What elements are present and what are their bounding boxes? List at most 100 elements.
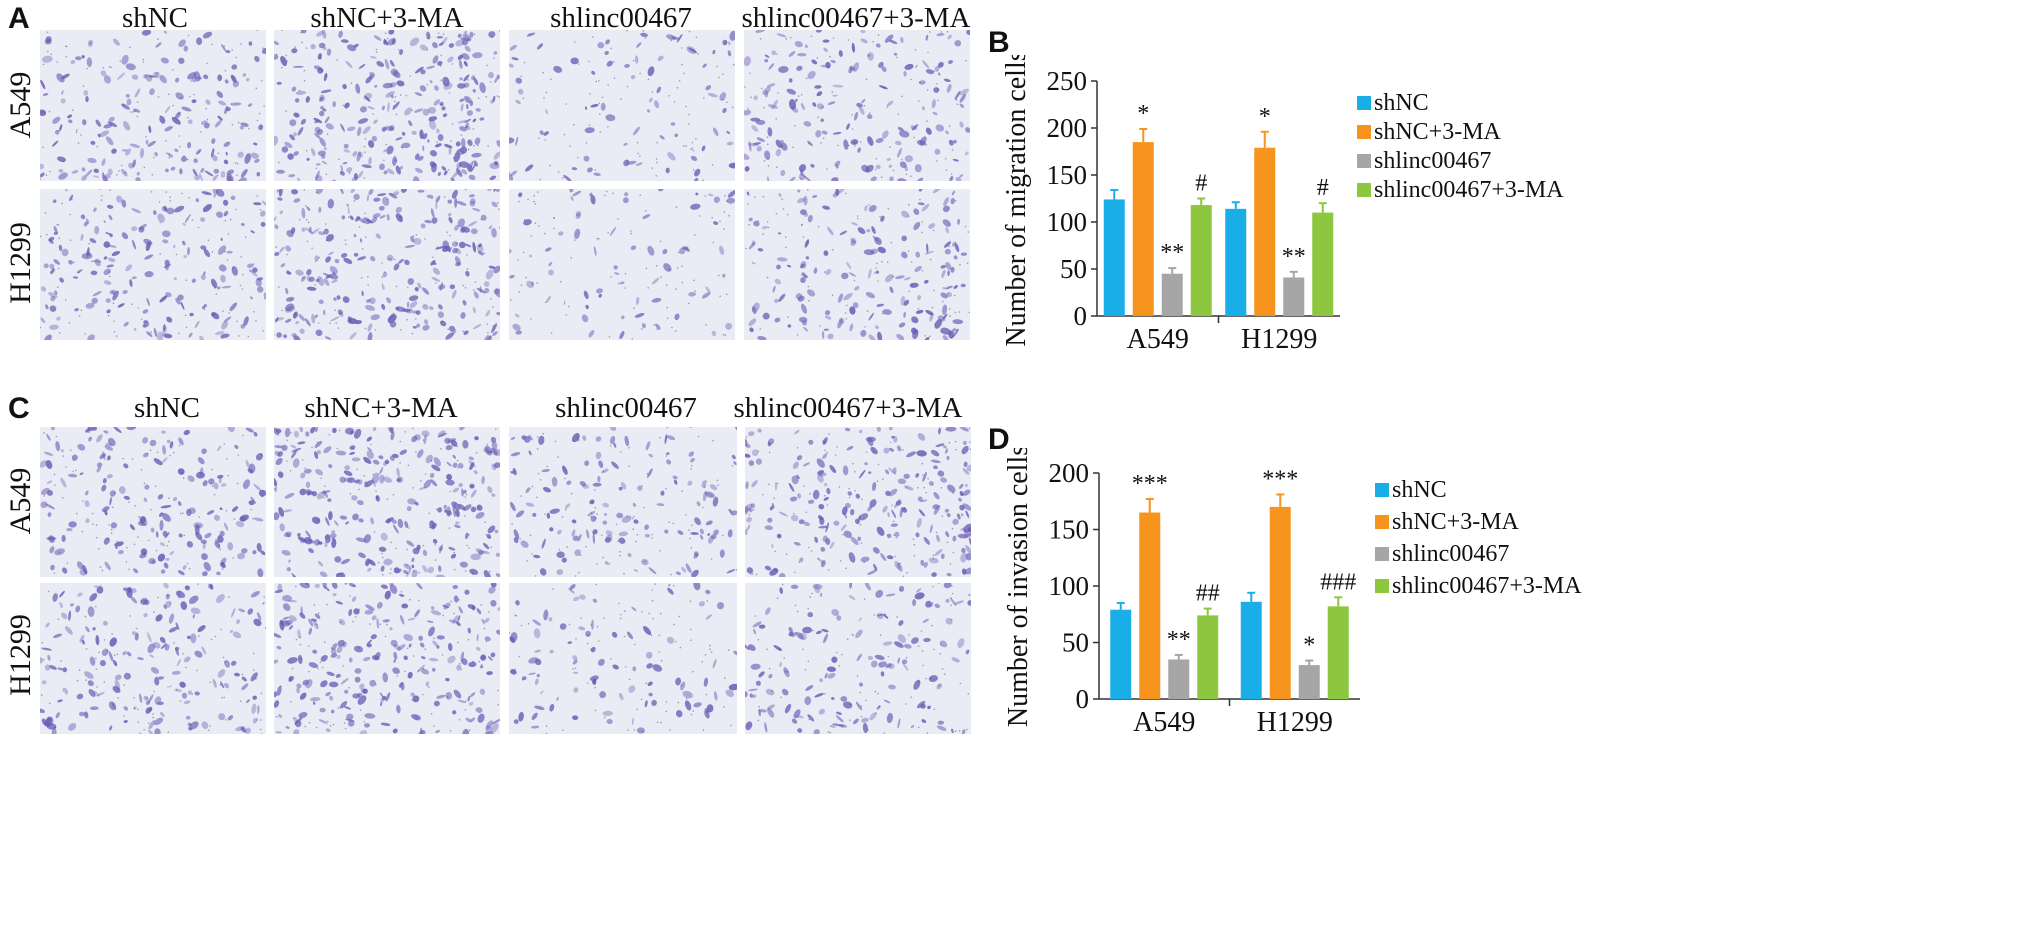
panel-c-row-a549: A549 <box>4 467 37 535</box>
significance-mark: # <box>1317 175 1329 201</box>
micrograph-a-a549-shnc <box>40 30 266 181</box>
invasion-chart-svg: 0 50 100 150 200 Number of invasion cells A549… <box>1003 445 1582 738</box>
micrograph-texture <box>40 189 266 340</box>
legend-swatch <box>1375 515 1389 529</box>
y-axis-label: Number of invasion cells <box>1003 448 1034 727</box>
micrograph-c-h1299-shlinc00467 <box>509 583 737 734</box>
bar <box>1168 659 1190 699</box>
y-tick-label: 150 <box>1047 160 1088 190</box>
x-tick-label: H1299 <box>1241 324 1317 355</box>
significance-mark: # <box>1195 171 1207 197</box>
micrograph-a-h1299-shnc <box>40 189 266 340</box>
x-tick-label: A549 <box>1133 707 1195 738</box>
panel-a-column-shlinc00467-3ma: shlinc00467+3-MA <box>741 2 971 34</box>
bar <box>1254 147 1276 316</box>
micrograph-a-h1299-shnc-3ma <box>274 189 500 340</box>
significance-mark: *** <box>1132 471 1168 497</box>
micrograph-texture <box>274 30 500 181</box>
panel-c-column-shlinc00467: shlinc00467 <box>555 392 697 424</box>
micrograph-a-h1299-shlinc00467 <box>509 189 735 340</box>
panel-label-a: A <box>8 2 30 35</box>
bar <box>1312 212 1334 316</box>
micrograph-texture <box>274 427 500 577</box>
panel-a-column-shnc-3ma: shNC+3-MA <box>310 2 464 34</box>
bar <box>1139 512 1161 699</box>
micrograph-texture <box>40 30 266 181</box>
micrograph-texture <box>509 30 735 181</box>
significance-mark: ** <box>1160 240 1184 266</box>
y-tick-label: 0 <box>1074 301 1088 331</box>
significance-mark: * <box>1259 104 1271 130</box>
micrograph-texture <box>40 427 266 577</box>
y-tick-label: 50 <box>1062 628 1089 658</box>
x-tick-label: A549 <box>1127 324 1189 355</box>
micrograph-c-a549-shnc-3ma <box>274 427 500 577</box>
legend-swatch <box>1375 579 1389 593</box>
panel-c-column-shnc-3ma: shNC+3-MA <box>304 392 458 424</box>
migration-chart-svg: 0 50 100 150 200 250 Number of migration cells… <box>1001 50 1564 355</box>
y-axis-label: Number of migration cells <box>1001 55 1032 347</box>
micrograph-c-a549-shnc <box>40 427 266 577</box>
legend-label: shNC+3-MA <box>1374 119 1502 145</box>
legend-swatch <box>1375 547 1389 561</box>
y-tick-label: 250 <box>1047 66 1088 96</box>
significance-mark: ** <box>1167 627 1191 653</box>
bar <box>1161 273 1183 316</box>
legend-label: shNC+3-MA <box>1392 509 1520 535</box>
panel-a-row-a549: A549 <box>4 71 37 139</box>
significance-mark: ** <box>1282 244 1306 270</box>
legend-swatch <box>1357 125 1371 139</box>
panel-label-d: D <box>988 423 1010 456</box>
y-tick-label: 50 <box>1060 254 1087 284</box>
panel-c-column-shnc: shNC <box>133 392 201 424</box>
significance-mark: * <box>1303 633 1315 659</box>
micrograph-texture <box>509 427 737 577</box>
legend-label: shlinc00467 <box>1392 541 1509 567</box>
micrograph-c-a549-shlinc00467-3ma <box>745 427 971 577</box>
migration-bar-chart: 0 50 100 150 200 250 Number of migration cells… <box>995 50 1585 355</box>
bar <box>1298 665 1320 699</box>
legend-label: shNC <box>1392 477 1447 503</box>
bar <box>1283 277 1305 316</box>
micrograph-texture <box>745 583 971 734</box>
micrograph-texture <box>744 189 970 340</box>
micrograph-a-a549-shlinc00467-3ma <box>744 30 970 181</box>
micrograph-texture <box>509 583 737 734</box>
micrograph-texture <box>274 583 500 734</box>
bar <box>1197 615 1219 699</box>
panel-c-column-shlinc00467-3ma: shlinc00467+3-MA <box>733 392 963 424</box>
invasion-bar-chart: 0 50 100 150 200 Number of invasion cells A549… <box>995 445 1590 748</box>
micrograph-c-h1299-shnc <box>40 583 266 734</box>
micrograph-a-a549-shnc-3ma <box>274 30 500 181</box>
legend-label: shlinc00467+3-MA <box>1374 177 1564 203</box>
legend-label: shlinc00467 <box>1374 148 1491 174</box>
micrograph-texture <box>509 189 735 340</box>
legend-swatch <box>1357 154 1371 168</box>
panel-label-c: C <box>8 392 30 425</box>
panel-a-column-shlinc00467: shlinc00467 <box>550 2 692 34</box>
x-tick-label: H1299 <box>1257 707 1333 738</box>
micrograph-c-h1299-shlinc00467-3ma <box>745 583 971 734</box>
bar <box>1225 208 1247 316</box>
panel-a-row-h1299: H1299 <box>4 222 37 304</box>
bar <box>1103 199 1125 316</box>
bar <box>1132 142 1154 316</box>
bar <box>1240 601 1262 699</box>
significance-mark: ## <box>1196 581 1220 607</box>
y-tick-label: 200 <box>1047 113 1088 143</box>
bar <box>1269 506 1291 699</box>
micrograph-texture <box>274 189 500 340</box>
legend-label: shlinc00467+3-MA <box>1392 573 1582 599</box>
y-tick-label: 150 <box>1049 515 1090 545</box>
micrograph-texture <box>40 583 266 734</box>
micrograph-c-a549-shlinc00467 <box>509 427 737 577</box>
y-tick-label: 200 <box>1049 458 1090 488</box>
bar <box>1327 606 1349 699</box>
legend-swatch <box>1357 183 1371 197</box>
significance-mark: * <box>1137 101 1149 127</box>
micrograph-c-h1299-shnc-3ma <box>274 583 500 734</box>
panel-label-b: B <box>988 26 1010 59</box>
y-tick-label: 100 <box>1047 207 1088 237</box>
y-tick-label: 0 <box>1076 684 1090 714</box>
micrograph-texture <box>744 30 970 181</box>
